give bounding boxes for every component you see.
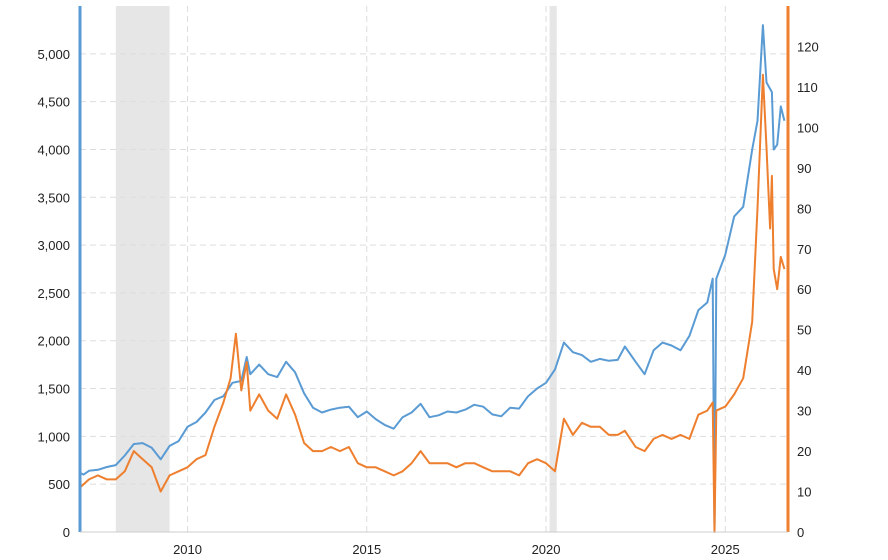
recession-band-1 [549,6,557,532]
grid-lines [80,6,788,532]
left-tick-label: 4,000 [37,142,70,157]
recession-bands [115,6,557,532]
x-tick-label: 2010 [173,542,202,557]
axes [78,6,790,533]
right-tick-label: 70 [797,242,811,257]
left-tick-label: 3,500 [37,190,70,205]
right-tick-label: 0 [797,525,804,540]
recession-band-0 [115,6,170,532]
right-tick-label: 80 [797,201,811,216]
left-tick-label: 5,000 [37,47,70,62]
right-tick-label: 10 [797,485,811,500]
right-tick-label: 50 [797,323,811,338]
left-tick-label: 4,500 [37,95,70,110]
right-tick-label: 110 [797,80,818,95]
right-axis-tick-labels: 0 10 20 30 40 50 60 70 80 90 100 110 120 [797,39,819,540]
left-tick-label: 2,500 [37,286,70,301]
series-line-left-axis [79,24,786,532]
x-tick-label: 2025 [711,542,740,557]
right-tick-label: 30 [797,404,811,419]
x-tick-label: 2020 [532,542,561,557]
x-tick-label: 2015 [352,542,381,557]
left-tick-label: 0 [63,525,70,540]
x-axis-tick-labels: 2010 2015 2020 2025 [173,542,740,557]
left-tick-label: 2,000 [37,334,70,349]
right-tick-label: 20 [797,444,811,459]
left-tick-label: 500 [48,477,70,492]
left-tick-label: 3,000 [37,238,70,253]
right-tick-label: 120 [797,39,819,54]
right-tick-label: 40 [797,363,811,378]
right-tick-label: 90 [797,161,811,176]
right-tick-label: 100 [797,120,819,135]
left-tick-label: 1,000 [37,429,70,444]
series-lines [79,24,786,533]
left-tick-label: 1,500 [37,382,70,397]
right-tick-label: 60 [797,282,811,297]
series-line-right-axis [79,73,786,533]
left-axis-tick-labels: 0 500 1,000 1,500 2,000 2,500 3,000 3,500 4,000 4… [37,47,70,540]
